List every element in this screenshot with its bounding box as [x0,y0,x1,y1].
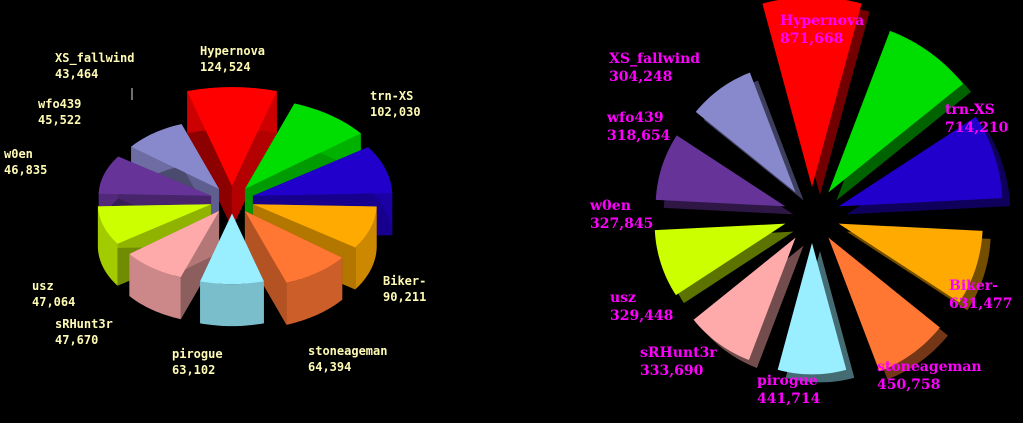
slice-label-biker: Biker- [949,278,998,294]
slice-biker [838,116,1011,215]
slice-srhunt3r [200,213,264,327]
slice-label-pirogue: pirogue [172,347,223,361]
slice-hypernova [187,87,277,229]
slice-value-wfo439: 45,522 [38,113,81,127]
slice-w0en [654,223,794,304]
slice-trn-xs [828,30,972,201]
slice-usz [129,211,220,320]
slice-xs-fallwind [695,72,804,201]
slice-value-xs-fallwind: 304,248 [609,69,672,85]
slice-value-stoneageman: 64,394 [308,360,351,374]
slice-pirogue [244,211,343,325]
slice-label-trn-xs: trn-XS [370,89,413,103]
slice-value-wfo439: 318,654 [607,128,671,144]
slice-value-hypernova: 124,524 [200,60,251,74]
slice-value-usz: 329,448 [610,308,673,324]
slice-label-w0en: w0en [4,147,33,161]
slice-label-hypernova: Hypernova [780,13,864,29]
slice-label-biker: Biker- [383,274,426,288]
slice-value-srhunt3r: 333,690 [640,363,704,379]
slice-label-hypernova: Hypernova [200,44,265,58]
pie-chart-right-svg: Hypernova 871,668 trn-XS 714,210 Biker- 631,4… [589,0,1012,407]
slice-label-usz: usz [32,279,54,293]
slice-value-biker: 631,477 [949,296,1012,312]
slice-label-stoneageman: stoneageman [308,344,387,358]
slice-hypernova [762,0,870,195]
pie-chart-left-svg: Hypernova 124,524 trn-XS 102,030 Biker- 90,21… [4,44,426,377]
slice-value-trn-xs: 102,030 [370,105,421,119]
pie-chart-right: Hypernova 871,668 trn-XS 714,210 Biker- 631,4… [512,0,1023,423]
slice-label-w0en: w0en [589,198,631,214]
slice-label-trn-xs: trn-XS [945,102,995,118]
slice-value-hypernova: 871,668 [780,31,843,47]
slice-wfo439 [655,135,794,215]
slice-value-w0en: 327,845 [590,216,653,232]
slice-value-srhunt3r: 47,670 [55,333,98,347]
slice-value-usz: 47,064 [32,295,75,309]
slice-srhunt3r [777,243,855,383]
slice-value-stoneageman: 450,758 [877,377,940,393]
slice-label-xs-fallwind: XS_fallwind [609,51,700,67]
slice-label-wfo439: wfo439 [38,97,81,111]
slice-label-wfo439: wfo439 [606,110,664,126]
pie-chart-left: Hypernova 124,524 trn-XS 102,030 Biker- 90,21… [4,44,426,377]
slice-label-srhunt3r: sRHunt3r [640,345,717,361]
slice-label-usz: usz [610,290,636,306]
slice-value-xs-fallwind: 43,464 [55,67,98,81]
slice-label-xs-fallwind: XS_fallwind [55,51,134,66]
slice-label-pirogue: pirogue [757,373,818,389]
slice-pirogue [828,237,948,380]
slice-usz [693,237,804,368]
slice-label-srhunt3r: sRHunt3r [55,317,113,331]
slice-value-w0en: 46,835 [4,163,47,177]
slice-value-biker: 90,211 [383,290,426,304]
slice-label-stoneageman: stoneageman [877,359,982,375]
slice-value-pirogue: 441,714 [757,391,821,407]
slice-stoneageman [838,223,991,311]
slice-value-pirogue: 63,102 [172,363,215,377]
slice-value-trn-xs: 714,210 [945,120,1009,136]
